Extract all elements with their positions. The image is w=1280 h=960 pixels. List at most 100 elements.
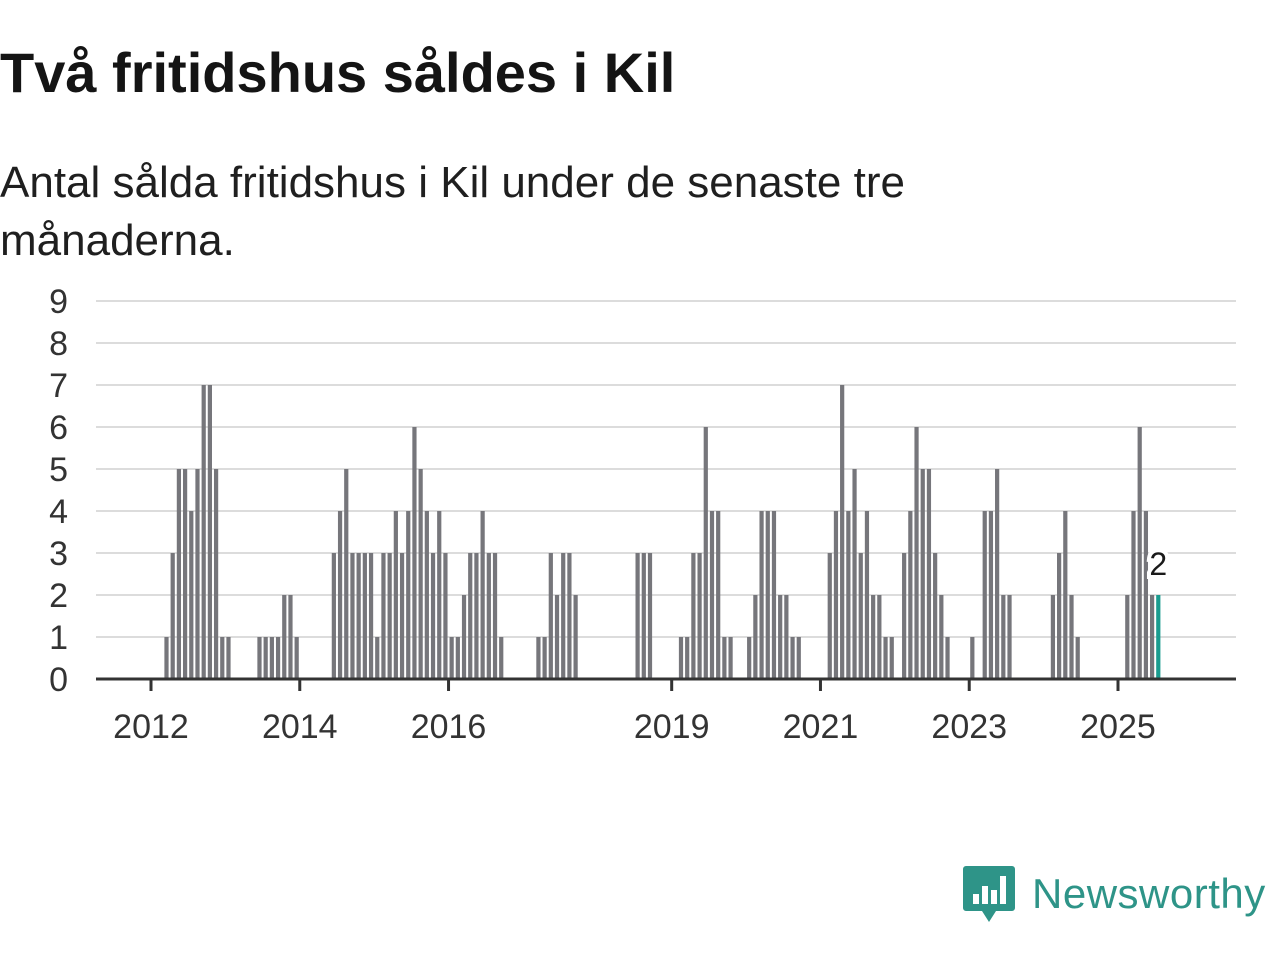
- bar: [840, 385, 845, 679]
- bar: [691, 553, 696, 679]
- y-tick-label: 5: [49, 451, 68, 489]
- bar: [257, 637, 262, 679]
- bar: [213, 469, 219, 679]
- bar: [926, 469, 932, 679]
- bar: [406, 511, 411, 679]
- bar: [858, 553, 863, 679]
- bar: [796, 637, 801, 679]
- bar: [920, 469, 925, 679]
- bar: [282, 595, 287, 679]
- data-labels: 2: [1145, 542, 1171, 586]
- bar: [1137, 427, 1142, 679]
- bar: [933, 553, 938, 679]
- bar: [499, 637, 504, 679]
- bar: [982, 511, 987, 679]
- x-tick-label: 2023: [931, 708, 1007, 740]
- bar: [399, 553, 405, 679]
- bar: [945, 637, 950, 679]
- bar: [883, 637, 888, 679]
- bar: [182, 469, 188, 679]
- bar: [269, 637, 274, 679]
- bar: [1050, 595, 1056, 679]
- bar: [827, 553, 832, 679]
- bar: [635, 553, 640, 679]
- bar: [877, 595, 882, 679]
- y-tick-label: 7: [49, 367, 68, 405]
- y-tick-label: 2: [49, 577, 68, 615]
- bar: [902, 553, 907, 679]
- bar: [567, 553, 572, 679]
- bar: [263, 637, 268, 679]
- y-tick-label: 8: [49, 325, 68, 363]
- bar: [275, 637, 281, 679]
- y-tick-label: 1: [49, 619, 68, 657]
- y-tick-label: 3: [49, 535, 68, 573]
- bar: [641, 553, 646, 679]
- bar: [288, 595, 293, 679]
- bar: [846, 511, 851, 679]
- x-tick-label: 2019: [634, 708, 710, 740]
- bar: [1143, 511, 1149, 679]
- bar: [728, 637, 733, 679]
- bar: [344, 469, 349, 679]
- bar: [542, 637, 547, 679]
- bar: [753, 595, 758, 679]
- bar: [1063, 511, 1068, 679]
- bar: [703, 427, 708, 679]
- bar: [1007, 595, 1012, 679]
- bar: [790, 637, 795, 679]
- bar: [387, 553, 392, 679]
- bar: [778, 595, 783, 679]
- bar: [480, 511, 485, 679]
- bar: [220, 637, 225, 679]
- bar: [771, 511, 777, 679]
- bar-latest: [1156, 595, 1161, 679]
- bar: [988, 511, 994, 679]
- bar: [716, 511, 721, 679]
- bar: [970, 637, 975, 679]
- bar: [914, 427, 919, 679]
- bar: [548, 553, 553, 679]
- bar: [709, 511, 715, 679]
- bar: [889, 637, 894, 679]
- bar: [678, 637, 684, 679]
- bar: [1001, 595, 1006, 679]
- bar: [226, 637, 231, 679]
- bar: [561, 553, 566, 679]
- bar: [430, 553, 436, 679]
- bar: [418, 469, 423, 679]
- bar: [356, 553, 361, 679]
- bar: [536, 637, 541, 679]
- bar: [759, 511, 764, 679]
- x-tick-label: 2025: [1080, 708, 1156, 740]
- bar: [195, 469, 200, 679]
- bar: [331, 553, 336, 679]
- bar: [697, 553, 702, 679]
- chart-subtitle: Antal sålda fritidshus i Kil under de se…: [0, 158, 905, 265]
- bar: [381, 553, 386, 679]
- y-tick-label: 0: [49, 661, 68, 699]
- bars: [164, 385, 1161, 679]
- chart-title: Två fritidshus såldes i Kil: [0, 41, 676, 104]
- x-tick-label: 2016: [411, 708, 487, 740]
- bar: [722, 637, 727, 679]
- bar: [350, 553, 355, 679]
- bar: [207, 385, 212, 679]
- bar: [455, 637, 460, 679]
- bar: [189, 511, 194, 679]
- bar: [554, 595, 560, 679]
- bar: [337, 511, 343, 679]
- y-tick-label: 6: [49, 409, 68, 447]
- bar: [437, 511, 442, 679]
- bar: [176, 469, 182, 679]
- bar: [995, 469, 1000, 679]
- bar: [1075, 637, 1080, 679]
- x-tick-label: 2012: [113, 708, 189, 740]
- y-tick-label: 4: [49, 493, 68, 531]
- bar: [474, 553, 479, 679]
- bar: [1069, 595, 1074, 679]
- brand-name: Newsworthy: [1032, 870, 1266, 917]
- bar: [852, 469, 857, 679]
- bar: [412, 427, 417, 679]
